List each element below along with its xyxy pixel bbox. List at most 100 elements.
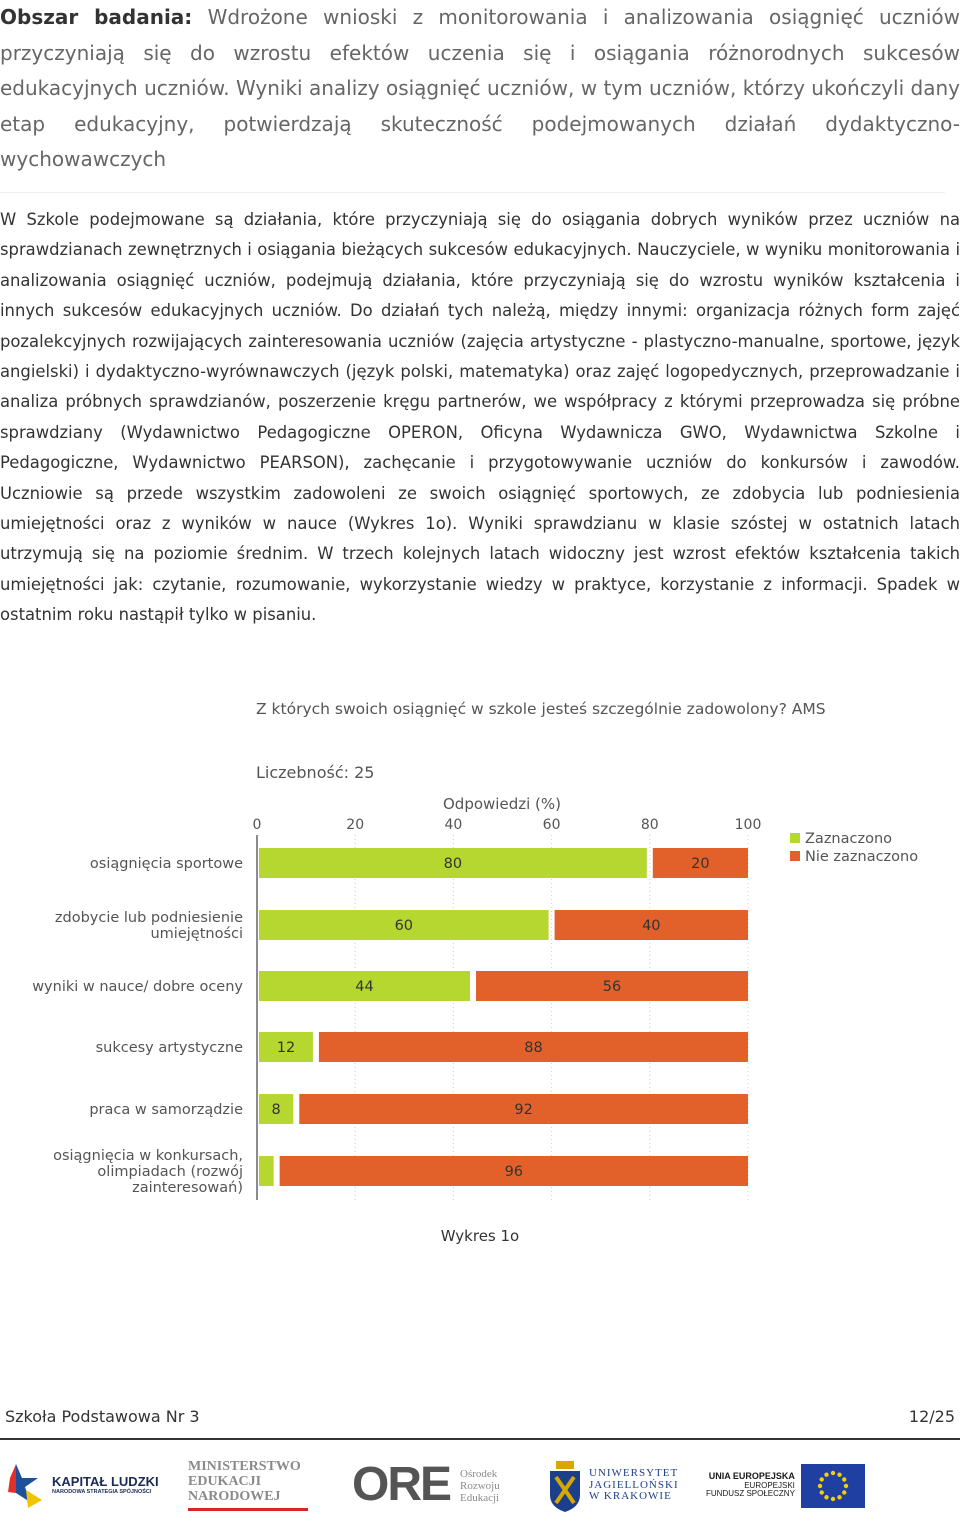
sponsor-logos: KAPITAŁ LUDZKI NARODOWA STRATEGIA SPÓJNO… [0, 1448, 960, 1523]
bar-zaznaczono [259, 848, 647, 878]
men-line2: EDUKACJI [188, 1474, 262, 1490]
ue-line3: FUNDUSZ SPOŁECZNY [706, 1489, 795, 1499]
eu-star [824, 1494, 829, 1499]
chart-tick-group: 0 20 40 60 80 100 [253, 817, 762, 833]
logo-ore: ORE Ośrodek Rozwoju Edukacji [352, 1448, 527, 1523]
eu-star [817, 1483, 823, 1488]
bar-label-nie-zaznaczono: 88 [524, 1040, 542, 1056]
eu-star [837, 1494, 842, 1499]
kapital-ludzki-line1: KAPITAŁ LUDZKI [52, 1473, 159, 1489]
eu-star [843, 1483, 849, 1488]
eu-star [841, 1489, 847, 1495]
ue-line2: EUROPEJSKI [744, 1480, 795, 1490]
eu-flag-icon [800, 1463, 865, 1508]
bar-nie-zaznaczono [476, 971, 748, 1001]
chart-svg: Z których swoich osiągnięć w szkole jest… [32, 700, 918, 1200]
chart-category-line: zainteresowań) [132, 1180, 243, 1196]
bar-nie-zaznaczono [554, 910, 748, 940]
chart-caption: Wykres 1o [440, 1227, 520, 1245]
chart-grid [256, 835, 749, 1200]
chart-category-labels: osiągnięcia sportowe zdobycie lub podnies… [32, 856, 243, 1196]
body-paragraph: W Szkole podejmowane są działania, które… [0, 210, 960, 625]
chart-subtitle: Liczebność: 25 [256, 763, 374, 782]
footer-divider [0, 1438, 960, 1440]
bar-label-nie-zaznaczono: 56 [603, 979, 621, 995]
bar-nie-zaznaczono [318, 1032, 748, 1062]
intro-text: Wdrożone wnioski z monitorowania i anali… [0, 5, 960, 171]
bar-label-zaznaczono: 60 [395, 918, 413, 934]
ore-mark: ORE [352, 1458, 452, 1512]
intro-paragraph: Obszar badania: Wdrożone wnioski z monit… [0, 0, 960, 178]
chart-category-label: sukcesy artystyczne [96, 1040, 243, 1056]
chart-category-line: umiejętności [150, 926, 243, 942]
bar-zaznaczono [259, 1156, 274, 1186]
footer-page-number: 12/25 [908, 1407, 955, 1426]
logo-kapital-ludzki: KAPITAŁ LUDZKI NARODOWA STRATEGIA SPÓJNO… [8, 1448, 168, 1523]
eu-star [830, 1470, 836, 1475]
chart-category-line: osiągnięcia w konkursach, [53, 1148, 243, 1164]
bar-label-nie-zaznaczono: 92 [514, 1102, 532, 1118]
bar-label-zaznaczono: 80 [444, 856, 462, 872]
logo-uj: UNIWERSYTET JAGIELLOŃSKI W KRAKOWIE [547, 1448, 687, 1523]
legend-label: Nie zaznaczono [805, 849, 918, 865]
uj-crest-icon [550, 1460, 580, 1512]
bar-label-zaznaczono: 8 [272, 1102, 281, 1118]
men-red-bar [188, 1507, 308, 1511]
bar-label-nie-zaznaczono: 20 [691, 856, 709, 872]
logo-ue: UNIA EUROPEJSKA EUROPEJSKI FUNDUSZ SPOŁE… [706, 1448, 872, 1523]
section-divider [0, 192, 945, 193]
chart-category-line: sukcesy artystyczne [96, 1040, 243, 1056]
ore-line2: Rozwoju [460, 1479, 500, 1492]
chart-tick-label: 20 [346, 817, 364, 833]
bar-label-nie-zaznaczono: 96 [505, 1164, 523, 1180]
logo-men: MINISTERSTWO EDUKACJI NARODOWEJ [188, 1448, 328, 1523]
eu-star [824, 1472, 829, 1477]
chart-tick-label: 40 [444, 817, 462, 833]
uj-line2: JAGIELLOŃSKI [589, 1478, 679, 1491]
chart-category-line: osiągnięcia sportowe [90, 856, 243, 872]
bar-zaznaczono [259, 1032, 313, 1062]
legend-swatch [790, 833, 800, 843]
chart-category-line: wyniki w nauce/ dobre oceny [32, 979, 243, 995]
chart-tick-label: 0 [253, 817, 262, 833]
chart-tick-label: 60 [543, 817, 561, 833]
eu-star [819, 1489, 824, 1495]
intro-lead: Obszar badania: [0, 5, 193, 29]
chart-category-line: zdobycie lub podniesienie [55, 910, 243, 926]
ore-line1: Ośrodek [460, 1467, 498, 1480]
ue-line1: UNIA EUROPEJSKA [708, 1471, 795, 1482]
chart-category-line: praca w samorządzie [89, 1102, 243, 1118]
chart-category-label: zdobycie lub podniesienie umiejętności [55, 910, 243, 942]
kapital-ludzki-line2: NARODOWA STRATEGIA SPÓJNOŚCI [52, 1489, 152, 1496]
uj-line1: UNIWERSYTET [589, 1467, 679, 1480]
chart-category-label: osiągnięcia sportowe [90, 856, 243, 872]
chart-tick-label: 100 [735, 817, 762, 833]
chart-category-label: wyniki w nauce/ dobre oceny [32, 979, 243, 995]
eu-star [830, 1496, 836, 1501]
chart-title: Z których swoich osiągnięć w szkole jest… [256, 700, 826, 718]
bar-nie-zaznaczono [279, 1156, 748, 1186]
chart-category-label: osiągnięcia w konkursach, olimpiadach (ro… [53, 1148, 243, 1196]
chart-x-axis-label: Odpowiedzi (%) [443, 795, 561, 813]
chart: Z których swoich osiągnięć w szkole jest… [0, 690, 960, 1210]
bar-nie-zaznaczono [652, 848, 748, 878]
legend-swatch [790, 851, 800, 861]
men-line1: MINISTERSTWO [188, 1459, 301, 1475]
chart-legend: Zaznaczono Nie zaznaczono [790, 831, 918, 865]
bar-zaznaczono [259, 910, 549, 940]
footer-school-name: Szkoła Podstawowa Nr 3 [5, 1407, 200, 1426]
bar-label-nie-zaznaczono: 40 [642, 918, 660, 934]
kapital-ludzki-star-icon [8, 1463, 42, 1508]
eu-star [819, 1476, 824, 1482]
ore-line3: Edukacji [460, 1491, 500, 1504]
bar-label-zaznaczono: 44 [355, 979, 373, 995]
legend-label: Zaznaczono [805, 831, 892, 847]
bar-nie-zaznaczono [299, 1094, 748, 1124]
chart-category-label: praca w samorządzie [89, 1102, 243, 1118]
bar-zaznaczono [259, 971, 471, 1001]
eu-star [841, 1476, 847, 1482]
uj-line3: W KRAKOWIE [589, 1490, 672, 1503]
bar-zaznaczono [259, 1094, 294, 1124]
eu-star [837, 1472, 842, 1477]
